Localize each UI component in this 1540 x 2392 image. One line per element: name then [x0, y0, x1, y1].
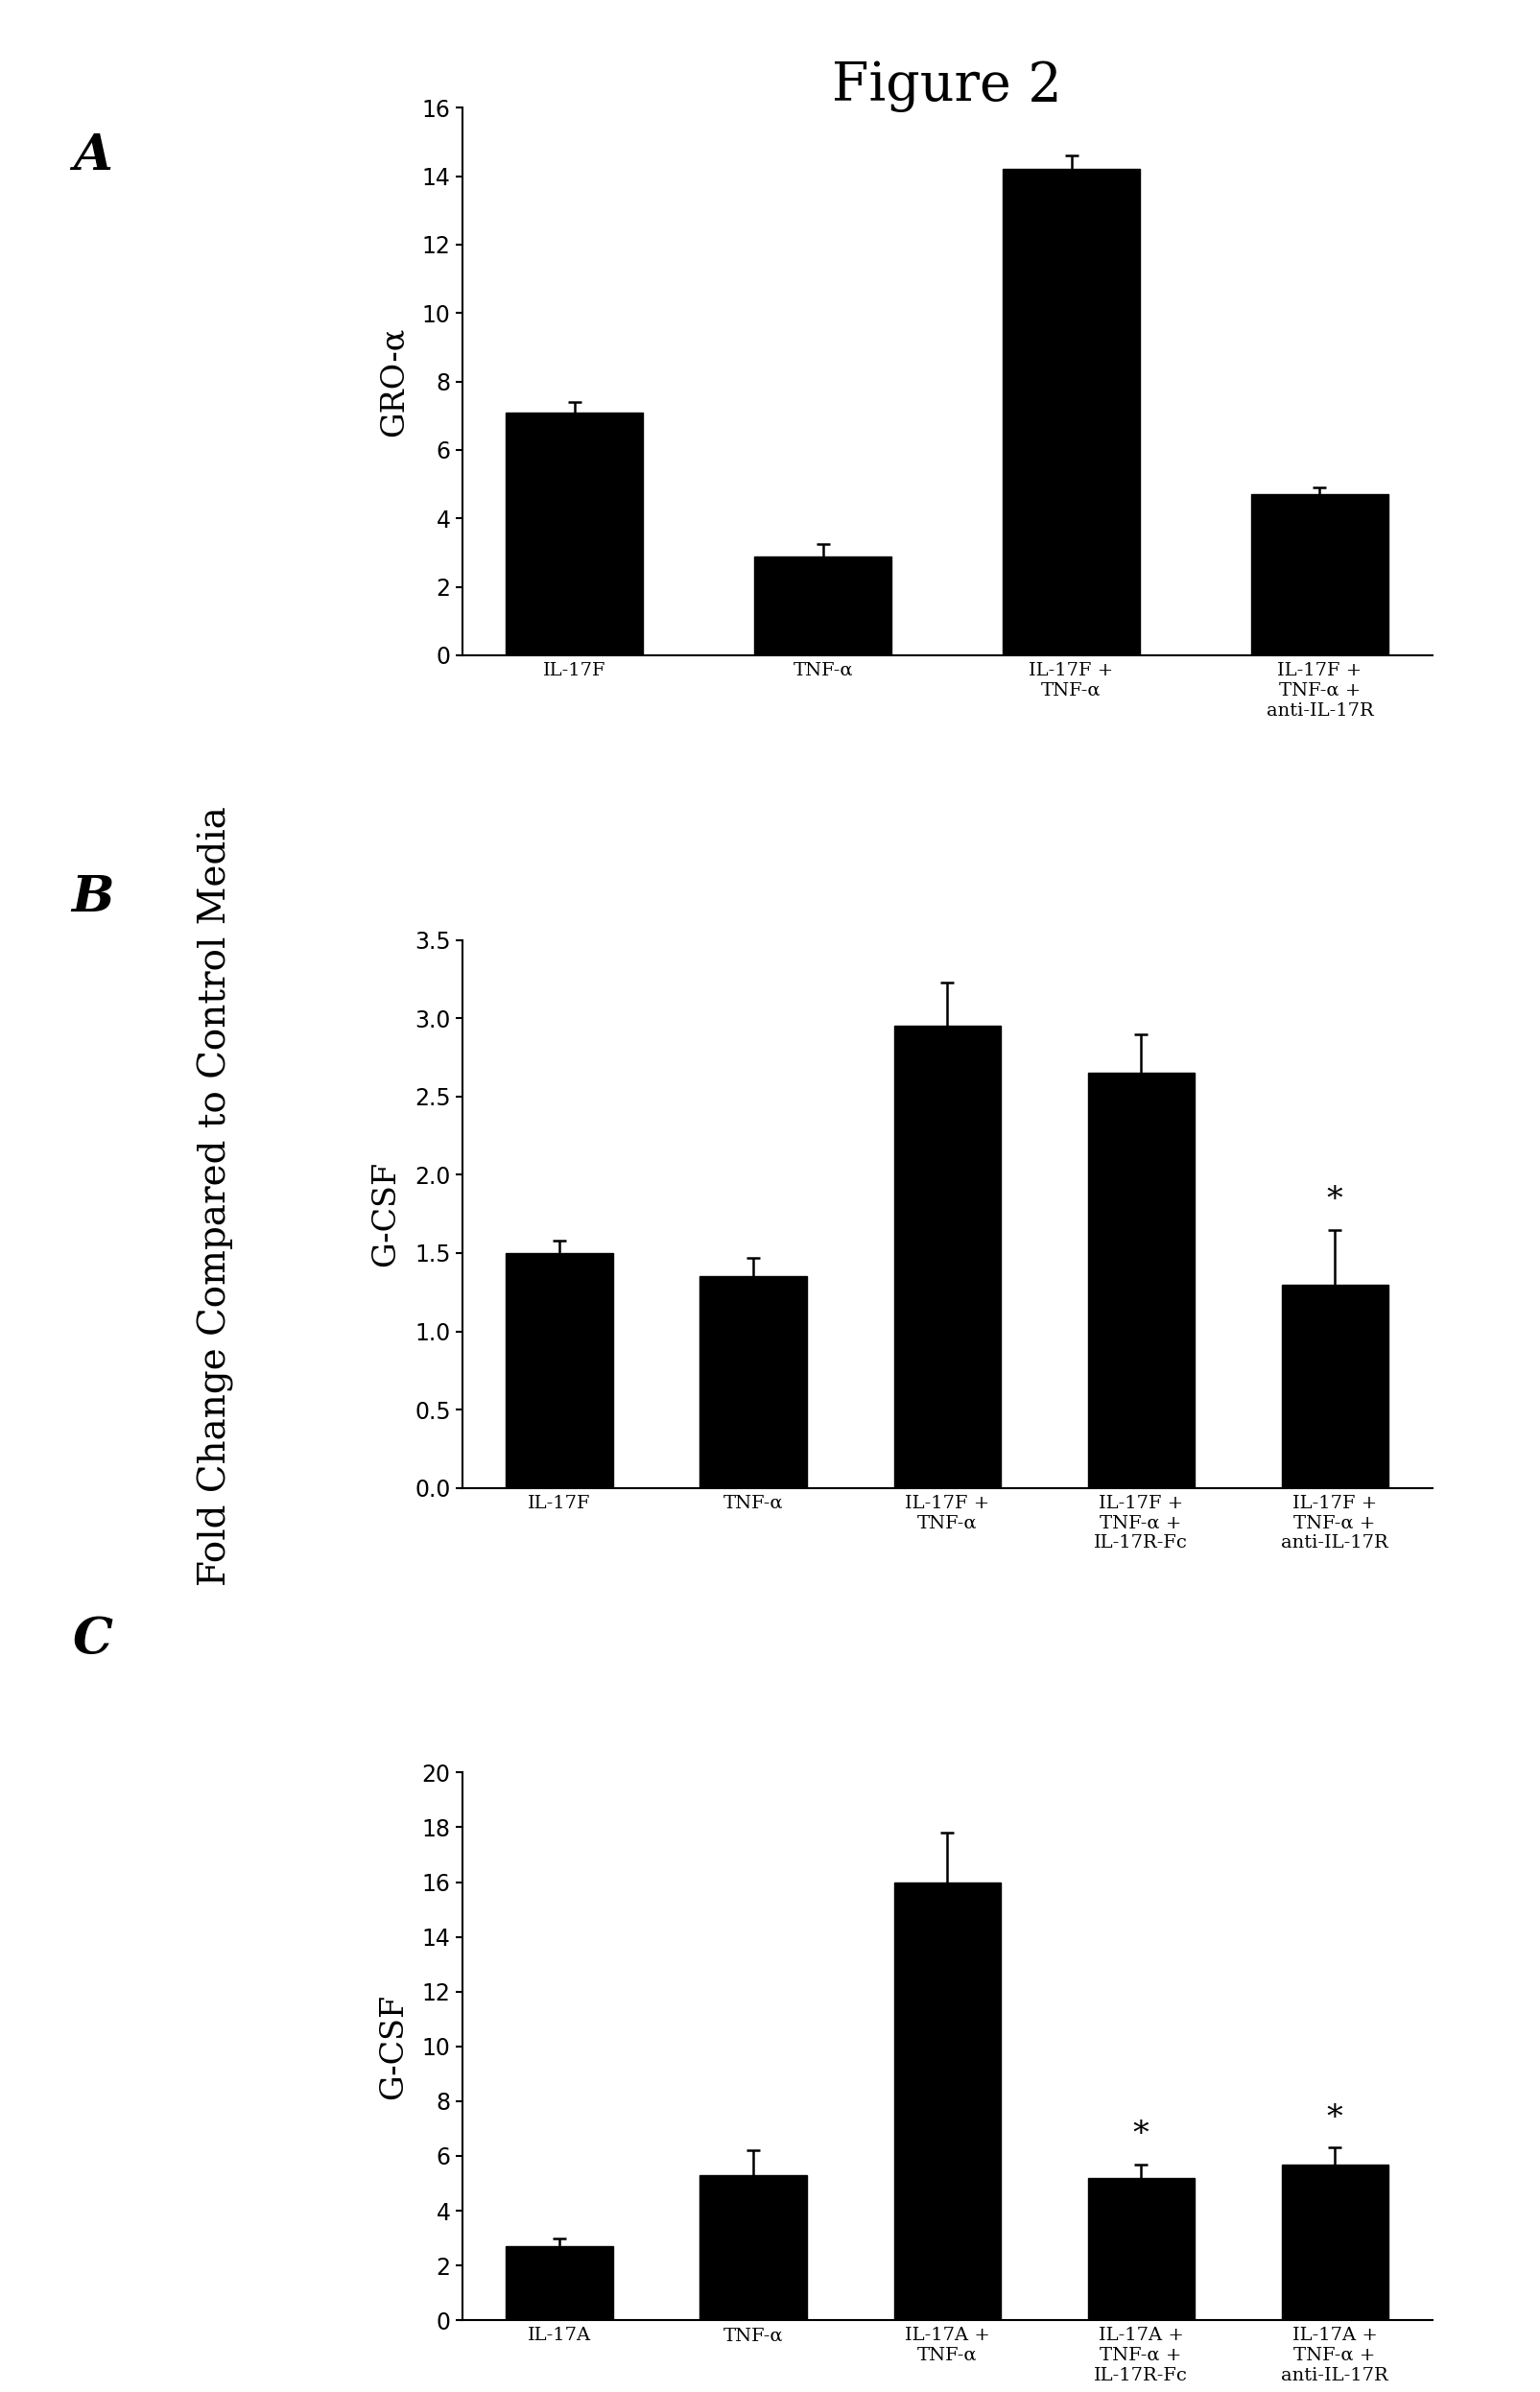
Text: *: *	[1327, 1184, 1343, 1215]
Text: C: C	[72, 1615, 112, 1662]
Text: Fold Change Compared to Control Media: Fold Change Compared to Control Media	[197, 806, 234, 1586]
Y-axis label: G-CSF: G-CSF	[377, 1993, 408, 2100]
Bar	[893, 1883, 1001, 2320]
Text: *: *	[1133, 2119, 1149, 2150]
Bar	[507, 411, 642, 655]
Text: A: A	[72, 132, 112, 179]
Bar	[1087, 2177, 1194, 2320]
Bar	[1087, 1074, 1194, 1488]
Text: B: B	[71, 873, 114, 921]
Bar	[701, 1277, 807, 1488]
Bar	[507, 1253, 613, 1488]
Bar	[507, 2246, 613, 2320]
Bar	[755, 555, 892, 655]
Bar	[893, 1026, 1001, 1488]
Text: Figure 2: Figure 2	[832, 60, 1063, 112]
Y-axis label: G-CSF: G-CSF	[371, 1160, 402, 1268]
Bar	[1252, 495, 1388, 655]
Bar	[1003, 170, 1140, 655]
Text: *: *	[1327, 2103, 1343, 2134]
Bar	[1281, 2165, 1388, 2320]
Bar	[701, 2174, 807, 2320]
Bar	[1281, 1285, 1388, 1488]
Y-axis label: GRO-α: GRO-α	[377, 328, 408, 435]
